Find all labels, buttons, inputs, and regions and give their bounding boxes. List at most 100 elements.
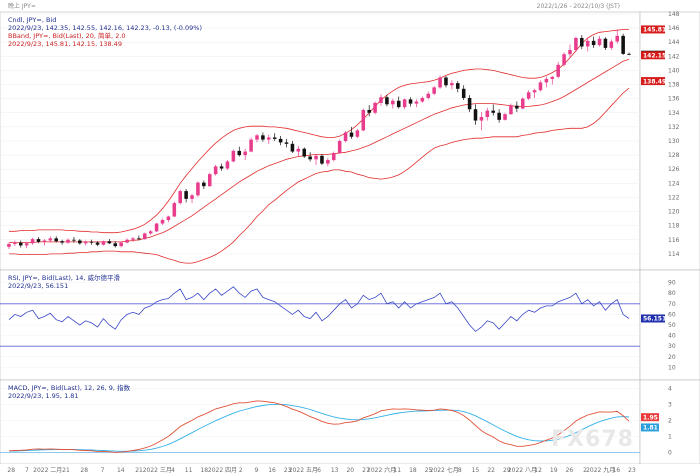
candle-body <box>119 242 123 247</box>
macd-label-text: 1.95 <box>643 414 658 421</box>
bollinger-upper-line <box>9 29 629 234</box>
candle-body <box>296 148 301 152</box>
candle-body <box>184 191 188 199</box>
rsi-legend-line-1: RSI, JPY=, Bid(Last), 14, 威尔德平滑 <box>8 273 120 282</box>
candle-body <box>473 109 478 121</box>
candle-body <box>219 166 224 169</box>
rsi-tick-label: 60 <box>668 311 676 318</box>
price-tick-label: 128 <box>668 152 680 159</box>
price-panel: 148 146 144 142 140 138 136 134 132 130 128 126 124 1… <box>0 11 700 271</box>
price-label-text: 142.15 <box>643 52 666 59</box>
price-tick-label: 146 <box>668 25 680 32</box>
candle-body <box>166 216 171 221</box>
candle-body <box>379 97 383 103</box>
candle-body <box>13 242 17 245</box>
x-tick-label: 15 <box>472 467 480 474</box>
x-tick-label: 12 <box>534 467 542 474</box>
candle-body <box>597 38 602 46</box>
price-legend-line-1: Cndl, JPY=, Bid <box>8 16 56 24</box>
candle-body <box>373 102 377 113</box>
price-label-box <box>641 51 665 60</box>
x-tick-label: 20 <box>346 467 354 474</box>
price-grid <box>0 13 640 255</box>
price-tick-label: 114 <box>668 251 680 258</box>
candle-body <box>349 132 354 137</box>
x-tick-label: 25 <box>425 467 433 474</box>
candle-body <box>95 242 100 245</box>
x-tick-label: 22 <box>487 467 495 474</box>
candle-body <box>526 92 531 99</box>
price-tick-label: 140 <box>668 67 680 74</box>
rsi-line <box>8 286 630 332</box>
x-tick-label: 19 <box>550 467 558 474</box>
x-tick-label: 18 <box>200 467 208 474</box>
x-tick-label: 23 <box>284 467 292 474</box>
candle-body <box>503 114 507 120</box>
x-tick-label: 27 <box>362 467 370 474</box>
candle-body <box>178 191 182 204</box>
rsi-axis <box>639 269 700 381</box>
candlestick-series <box>7 29 631 249</box>
candle-body <box>574 37 578 50</box>
candle-body <box>627 53 631 55</box>
candle-body <box>532 90 537 93</box>
rsi-axis-labels: 56.151 <box>641 314 666 323</box>
macd-legend-line-1: MACD, JPY=, Bid(Last), 12, 26, 9, 指数 <box>8 383 131 392</box>
candle-body <box>444 77 448 86</box>
candle-body <box>202 182 206 187</box>
candle-body <box>515 105 519 109</box>
macd-line <box>8 400 630 453</box>
candle-body <box>89 241 94 243</box>
candle-body <box>308 156 312 160</box>
candle-body <box>302 148 307 157</box>
rsi-tick-label: 70 <box>668 301 676 308</box>
candle-body <box>497 112 501 120</box>
macd-label-box <box>641 423 659 432</box>
price-tick-label: 148 <box>668 11 680 18</box>
price-label-text: 138.49 <box>643 78 666 85</box>
candle-body <box>83 241 88 244</box>
candle-body <box>491 110 495 113</box>
candle-body <box>461 88 466 98</box>
x-tick-label: 2022 九月 <box>586 466 615 474</box>
price-tick-label: 118 <box>668 223 680 230</box>
price-tick-label: 136 <box>668 96 680 103</box>
candle-body <box>113 243 118 247</box>
candle-body <box>225 161 230 169</box>
candle-body <box>621 35 625 54</box>
x-tick-label: 23 <box>628 467 636 474</box>
x-tick-label: 2022 三月 <box>143 467 172 474</box>
macd-label-box <box>641 413 659 422</box>
price-tick-label: 122 <box>668 194 680 201</box>
candle-body <box>580 37 584 47</box>
rsi-tick-label: 40 <box>668 333 676 340</box>
rsi-tick-label: 20 <box>668 354 676 361</box>
bollinger-middle-line <box>9 58 630 244</box>
window-title: 晚上 JPY= <box>8 2 36 10</box>
price-tick-label: 120 <box>668 209 680 216</box>
x-tick-label: 7 <box>25 467 29 474</box>
candle-body <box>467 97 472 110</box>
x-axis-strip <box>0 464 700 476</box>
candle-body <box>207 174 212 187</box>
x-tick-label: 21 <box>62 467 70 474</box>
price-tick-label: 132 <box>668 124 680 131</box>
macd-tick-label: 3 <box>668 401 672 408</box>
rsi-label-box <box>641 314 665 323</box>
bollinger-legend-line-2: 2022/9/23, 145.81, 142.15, 138.49 <box>8 40 122 48</box>
candle-body <box>568 49 572 55</box>
x-tick-label: 11 <box>393 467 401 474</box>
bollinger-lower-line <box>9 87 630 264</box>
candle-body <box>544 78 549 83</box>
candle-body <box>261 135 265 140</box>
candle-body <box>337 141 342 153</box>
price-tick-label: 126 <box>668 166 680 173</box>
macd-legend-line-2: 2022/9/23, 1.95, 1.81 <box>8 392 79 400</box>
candle-body <box>331 152 336 161</box>
candle-body <box>414 101 419 104</box>
price-tick-label: 130 <box>668 138 680 145</box>
x-tick-label: 26 <box>566 467 574 474</box>
candle-body <box>585 40 590 47</box>
candle-body <box>255 135 259 140</box>
